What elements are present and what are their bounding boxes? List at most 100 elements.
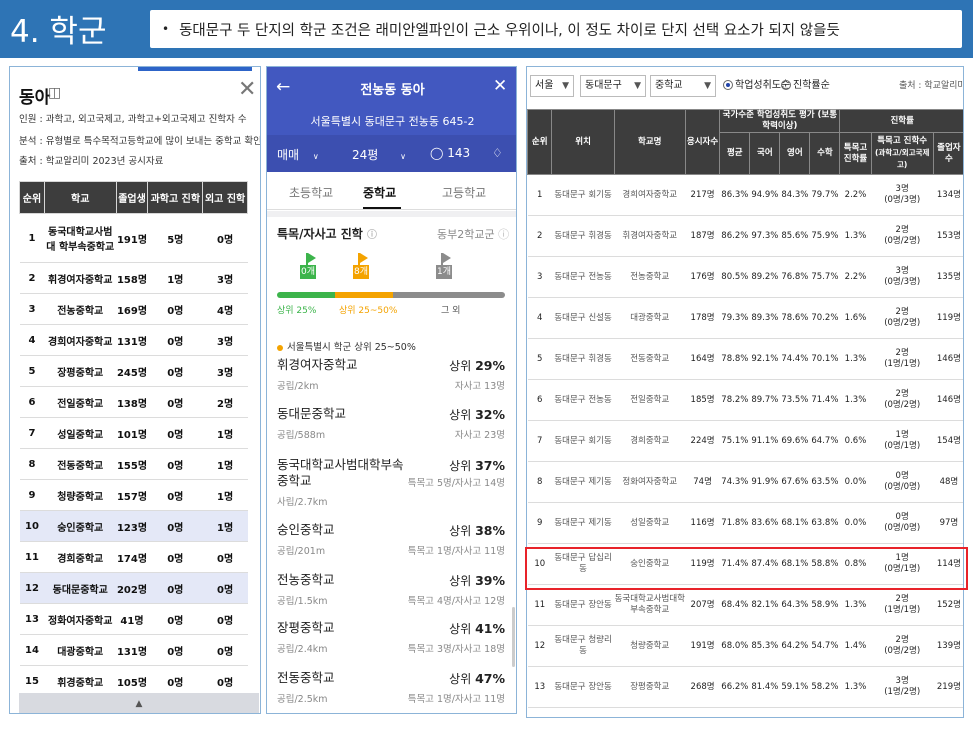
table-row[interactable]: 2 휘경여자중학교 158명 1명 3명 xyxy=(19,262,248,294)
scrollbar[interactable] xyxy=(512,607,515,667)
table-cell: 경희중학교 xyxy=(44,541,117,573)
table-row[interactable]: 9 동대문구 제기동 성일중학교 116명 71.8% 83.6% 68.1% 63.8% 0.… xyxy=(527,502,963,544)
sort-achievement-radio[interactable]: 학업성취도순 xyxy=(723,76,790,91)
col-header: 졸업자 수 xyxy=(932,132,963,175)
panel-achievement-table: 서울 ▼ 동대문구 ▼ 중학교 ▼ 학업성취도순 진학률순 출처 : 학교알리미 순위… xyxy=(526,66,964,718)
table-cell: 0명 xyxy=(202,665,248,697)
col-header: 과학고 진학 xyxy=(147,181,204,214)
table-row[interactable]: 10 동대문구 답십리동 숭인중학교 119명 71.4% 87.4% 68.1% 58.8%… xyxy=(527,543,963,585)
table-row[interactable]: 3 전농중학교 169명 0명 4명 xyxy=(19,293,248,325)
table-cell: 7 xyxy=(19,417,45,449)
table-cell: 동대문구 장안동 xyxy=(551,584,615,626)
school-type-label: 중학교 xyxy=(655,80,683,91)
table-cell: 245명 xyxy=(116,355,148,387)
table-row[interactable]: 3 동대문구 전농동 전농중학교 176명 80.5% 89.2% 76.8% 75.7% 2.… xyxy=(527,256,963,298)
note-line: 분석 : 유형별로 특수목적고등학교에 많이 보내는 중학교 확인 xyxy=(19,136,261,147)
bell-icon[interactable]: ♢ xyxy=(492,146,503,160)
table-cell: 139명 xyxy=(933,625,963,667)
count-sub: (0명/3명) xyxy=(884,195,921,205)
table-cell: 1명 xyxy=(147,262,203,294)
table-row[interactable]: 12 동대문중학교 202명 0명 0명 xyxy=(19,572,248,604)
table-row[interactable]: 6 동대문구 전농동 전일중학교 185명 78.2% 89.7% 73.5% 71.4% 1.… xyxy=(527,379,963,421)
tab-elementary[interactable]: 초등학교 xyxy=(289,186,334,200)
table-row[interactable]: 13 동대문구 장안동 장평중학교 268명 66.2% 81.4% 59.1% 58.2% 1… xyxy=(527,666,963,708)
school-type-select[interactable]: 중학교 ▼ xyxy=(650,75,716,97)
table-cell: 6 xyxy=(19,386,45,418)
school-type-distance: 사립/2.7km xyxy=(277,497,328,508)
table-cell: 2명 (0명/2명) xyxy=(871,297,934,339)
table-cell: 178명 xyxy=(685,297,720,339)
table-cell: 대광중학교 xyxy=(614,297,686,339)
sort-progress-radio[interactable]: 진학률순 xyxy=(781,76,830,91)
table-cell: 4명 xyxy=(202,293,248,325)
table-row[interactable]: 14 대광중학교 131명 0명 0명 xyxy=(19,634,248,666)
region-label: 서울 xyxy=(535,80,554,91)
deal-type-select[interactable]: 매매 ∨ xyxy=(277,146,319,163)
table-row[interactable]: 4 동대문구 신설동 대광중학교 178명 79.3% 89.3% 78.6% 70.2% 1.… xyxy=(527,297,963,339)
table-row[interactable]: 11 경희중학교 174명 0명 0명 xyxy=(19,541,248,573)
table-row[interactable]: 11 동대문구 장안동 동국대학교사범대학부속중학교 207명 68.4% 82.1% 64… xyxy=(527,584,963,626)
table-cell: 0명 xyxy=(147,634,203,666)
progress-label: 그 외 xyxy=(441,306,461,316)
close-icon[interactable]: ✕ xyxy=(238,77,257,102)
table-row[interactable]: 8 전동중학교 155명 0명 1명 xyxy=(19,448,248,480)
help-icon[interactable]: ⓘ xyxy=(498,228,510,241)
table-row[interactable]: 13 정화여자중학교 41명 0명 0명 xyxy=(19,603,248,635)
table-row[interactable]: 6 전일중학교 138명 0명 2명 xyxy=(19,386,248,418)
school-name: 동대문중학교 xyxy=(277,406,347,421)
table-cell: 동대문구 휘경동 xyxy=(551,215,615,257)
book-icon[interactable]: ◫ xyxy=(48,85,62,101)
region-select[interactable]: 서울 ▼ xyxy=(530,75,574,97)
table-cell: 169명 xyxy=(116,293,148,325)
table-row[interactable]: 12 동대문구 청량리동 청량중학교 191명 68.0% 85.3% 64.2% 54.7%… xyxy=(527,625,963,667)
back-arrow-icon[interactable]: ← xyxy=(276,77,291,97)
table-header-row: 순위 위치 학교명 응시자수 국가수준 학업성취도 평가 (보통학력이상) 진학… xyxy=(527,109,963,175)
radio-label: 학업성취도순 xyxy=(735,80,791,91)
table-row[interactable]: 2 동대문구 휘경동 휘경여자중학교 187명 86.2% 97.3% 85.6% 75.9%… xyxy=(527,215,963,257)
rank-value: 상위 39% xyxy=(449,572,505,589)
table-cell: 80.5% xyxy=(719,256,750,298)
complex-title: 전농동 동아 xyxy=(360,83,425,98)
col-header: 영어 xyxy=(779,132,811,175)
district-select[interactable]: 동대문구 ▼ xyxy=(580,75,646,97)
table-row[interactable]: 1 동국대학교사범대 학부속중학교 191명 5명 0명 xyxy=(19,213,248,263)
tab-high[interactable]: 고등학교 xyxy=(442,186,487,200)
table-cell: 2명 (0명/2명) xyxy=(871,379,934,421)
comment-button[interactable]: ◯ 143 xyxy=(430,146,470,160)
close-icon[interactable]: ✕ xyxy=(493,76,508,96)
table-cell: 대광중학교 xyxy=(44,634,117,666)
rank-prefix: 상위 xyxy=(449,574,472,588)
table-row[interactable]: 15 휘경중학교 105명 0명 0명 xyxy=(19,665,248,697)
size-select[interactable]: 24평 ∨ xyxy=(352,146,406,163)
scroll-footer[interactable]: ▲ xyxy=(19,693,259,713)
progress-label: 상위 25~50% xyxy=(339,306,398,316)
table-cell: 174명 xyxy=(116,541,148,573)
active-tab-underline xyxy=(363,207,401,209)
table-cell: 동대문구 장안동 xyxy=(551,666,615,708)
table-row[interactable]: 1 동대문구 회기동 경희여자중학교 217명 86.3% 94.9% 84.3% 79.7%… xyxy=(527,174,963,216)
table-cell: 116명 xyxy=(685,502,720,544)
table-row[interactable]: 8 동대문구 제기동 정화여자중학교 74명 74.3% 91.9% 67.6% 63.5% 0… xyxy=(527,461,963,503)
help-icon[interactable]: ⓘ xyxy=(367,230,378,241)
col-header: 외고 진학 xyxy=(202,181,248,214)
table-row[interactable]: 5 동대문구 휘경동 전동중학교 164명 78.8% 92.1% 74.4% 70.1% 1.… xyxy=(527,338,963,380)
table-row[interactable]: 7 성일중학교 101명 0명 1명 xyxy=(19,417,248,449)
table-row[interactable]: 5 장평중학교 245명 0명 3명 xyxy=(19,355,248,387)
table-cell: 전농중학교 xyxy=(614,256,686,298)
tab-middle[interactable]: 중학교 xyxy=(363,186,397,200)
table-row[interactable]: 7 동대문구 회기동 경희중학교 224명 75.1% 91.1% 69.6% 64.7% 0.… xyxy=(527,420,963,462)
table-cell: 97.3% xyxy=(749,215,780,257)
col-header: 특목고 진학수 (과학고/외고국제고) xyxy=(870,132,934,175)
table-cell: 성일중학교 xyxy=(44,417,117,449)
school-name: 휘경여자중학교 xyxy=(277,357,358,372)
table-row[interactable]: 4 경희여자중학교 131명 0명 3명 xyxy=(19,324,248,356)
school-type-distance: 공립/2.5km xyxy=(277,694,328,705)
table-cell: 68.1% xyxy=(779,502,810,544)
table-cell: 91.1% xyxy=(749,420,780,462)
table-row[interactable]: 10 숭인중학교 123명 0명 1명 xyxy=(19,510,248,542)
table-cell: 89.7% xyxy=(749,379,780,421)
table-row[interactable]: 9 청량중학교 157명 0명 1명 xyxy=(19,479,248,511)
count-main: 2명 xyxy=(895,225,909,235)
table-cell: 1명 xyxy=(202,479,248,511)
table-cell: 101명 xyxy=(116,417,148,449)
